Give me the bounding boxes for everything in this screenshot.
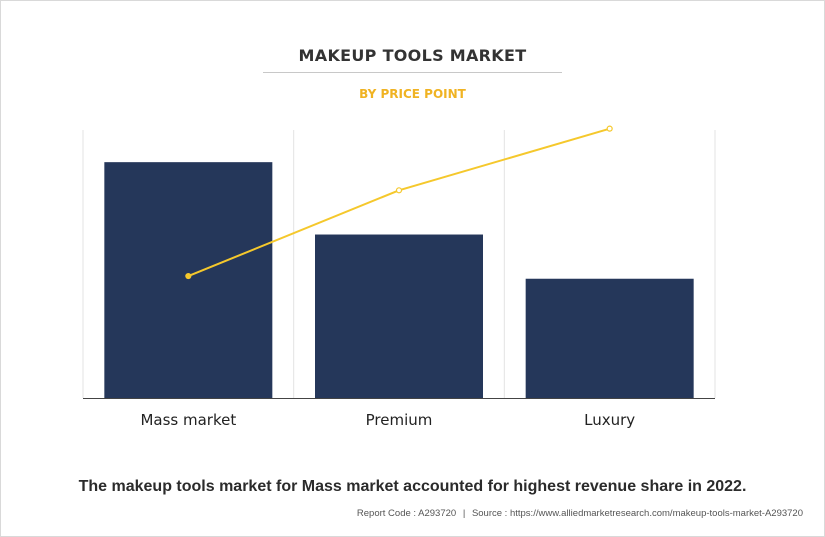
bar-premium [315,234,483,398]
title-divider [263,72,562,73]
footer-separator: | [462,508,466,519]
x-tick-label: Premium [366,411,433,429]
report-code: Report Code : A293720 [356,508,457,519]
chart-title: MAKEUP TOOLS MARKET [298,46,527,65]
bar-luxury [525,278,694,398]
trend-point [395,187,403,194]
chart-subtitle: BY PRICE POINT [359,87,466,101]
chart-caption: The makeup tools market for Mass market … [78,478,747,495]
trend-point [185,272,192,280]
x-tick-label: Luxury [584,411,635,429]
trend-point [606,125,613,132]
source-footer: Report Code : A293720 | Source : https:/… [357,508,803,519]
bar-mass-market [104,162,273,398]
source-link[interactable]: Source : https://www.alliedmarketresearc… [471,508,803,519]
x-tick-label: Mass market [140,411,236,429]
